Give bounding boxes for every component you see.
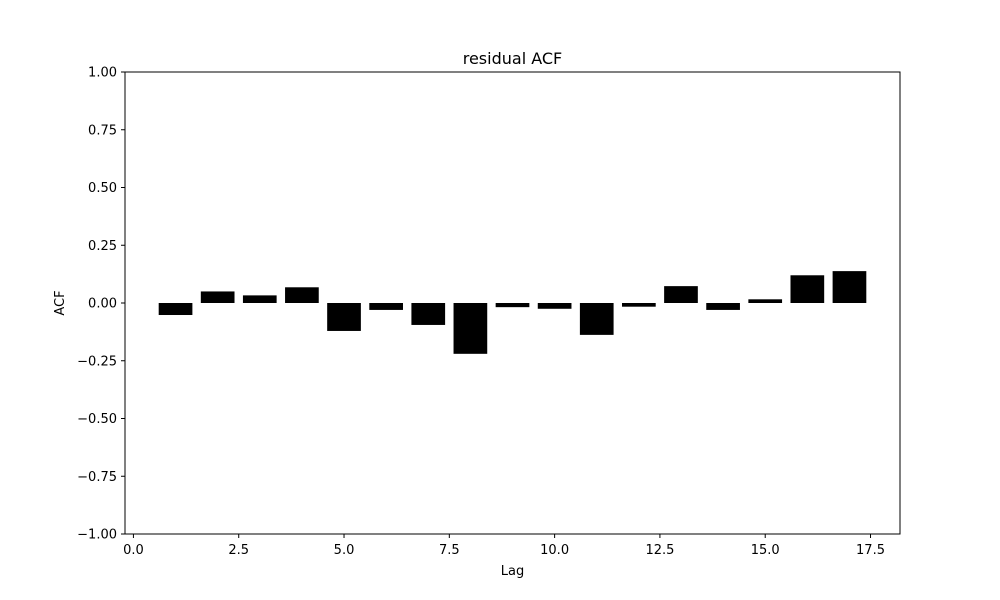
acf-bar-lag-10 bbox=[537, 303, 572, 309]
y-tick-label: −0.25 bbox=[77, 354, 117, 369]
y-tick-label: −1.00 bbox=[77, 528, 117, 543]
acf-bar-lag-17 bbox=[832, 271, 867, 303]
acf-bar-lag-7 bbox=[411, 303, 446, 325]
acf-bar-lag-4 bbox=[285, 287, 319, 303]
x-tick-label: 0.0 bbox=[123, 543, 144, 558]
acf-bar-lag-12 bbox=[622, 303, 656, 307]
y-tick-label: 1.00 bbox=[88, 66, 117, 81]
x-tick-label: 12.5 bbox=[645, 543, 674, 558]
acf-bar-lag-9 bbox=[495, 303, 530, 308]
x-axis: 0.0 2.5 5.0 7.5 10.0 12.5 15.0 17.5 bbox=[123, 534, 885, 558]
y-axis: 1.00 0.75 0.50 0.25 0.00 −0.25 −0.50 −0.75 −1.00 bbox=[77, 66, 125, 543]
acf-bar-lag-14 bbox=[706, 303, 740, 310]
x-tick-label: 15.0 bbox=[751, 543, 780, 558]
acf-bar-lag-8 bbox=[453, 303, 488, 354]
x-tick-label: 2.5 bbox=[228, 543, 249, 558]
acf-bar-lag-15 bbox=[748, 299, 783, 303]
acf-bar-lag-2 bbox=[200, 291, 235, 303]
acf-bar-lag-16 bbox=[790, 275, 825, 303]
acf-bar-lag-13 bbox=[664, 286, 698, 303]
acf-bar-lag-11 bbox=[579, 303, 614, 335]
acf-bar-lag-6 bbox=[369, 303, 403, 310]
x-tick-label: 5.0 bbox=[334, 543, 355, 558]
y-axis-label: ACF bbox=[53, 290, 68, 315]
bars-group bbox=[158, 271, 867, 354]
y-tick-label: 0.00 bbox=[88, 297, 117, 312]
acf-bar-lag-1 bbox=[158, 303, 193, 316]
x-axis-label: Lag bbox=[501, 564, 524, 579]
y-tick-label: 0.25 bbox=[88, 239, 117, 254]
acf-bar-lag-3 bbox=[242, 295, 277, 303]
x-tick-label: 17.5 bbox=[856, 543, 885, 558]
x-tick-label: 10.0 bbox=[540, 543, 569, 558]
chart-title: residual ACF bbox=[463, 49, 563, 68]
y-tick-label: −0.75 bbox=[77, 470, 117, 485]
y-tick-label: −0.50 bbox=[77, 412, 117, 427]
y-tick-label: 0.75 bbox=[88, 123, 117, 138]
y-tick-label: 0.50 bbox=[88, 181, 117, 196]
x-tick-label: 7.5 bbox=[439, 543, 460, 558]
acf-bar-lag-5 bbox=[327, 303, 361, 331]
